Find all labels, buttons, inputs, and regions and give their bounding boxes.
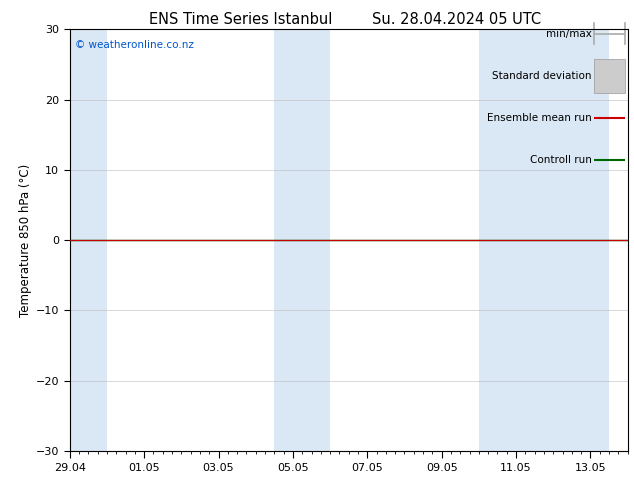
Bar: [594, 59, 625, 93]
Text: Standard deviation: Standard deviation: [492, 71, 592, 81]
Text: © weatheronline.co.nz: © weatheronline.co.nz: [75, 40, 194, 50]
Text: Su. 28.04.2024 05 UTC: Su. 28.04.2024 05 UTC: [372, 12, 541, 27]
Text: min/max: min/max: [545, 28, 592, 39]
Bar: [275, 29, 330, 451]
Y-axis label: Temperature 850 hPa (°C): Temperature 850 hPa (°C): [18, 164, 32, 317]
Bar: [479, 29, 609, 451]
Bar: [51, 29, 107, 451]
Text: Controll run: Controll run: [529, 155, 592, 165]
Text: Ensemble mean run: Ensemble mean run: [487, 113, 592, 123]
Text: ENS Time Series Istanbul: ENS Time Series Istanbul: [149, 12, 333, 27]
